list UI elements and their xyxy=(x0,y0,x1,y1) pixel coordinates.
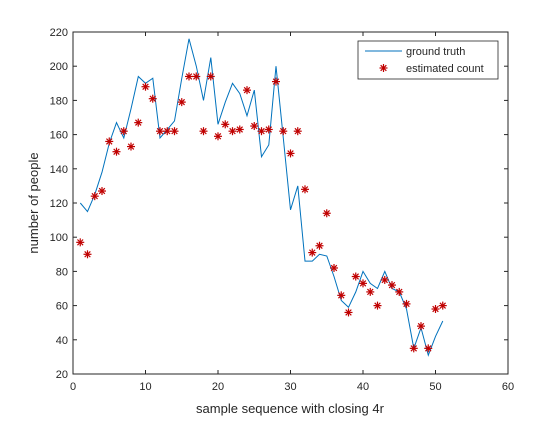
legend-entry-ground-truth: ground truth xyxy=(406,46,465,58)
data-point-estimated-count xyxy=(286,149,295,158)
x-axis-ticks: 0 10 20 30 40 50 60 xyxy=(70,32,514,393)
y-tick-label: 140 xyxy=(50,164,68,176)
data-point-estimated-count xyxy=(156,127,164,136)
x-tick-label: 10 xyxy=(139,381,151,393)
data-point-estimated-count xyxy=(250,122,259,131)
data-point-estimated-count xyxy=(301,185,309,194)
data-point-estimated-count xyxy=(424,344,433,353)
data-point-estimated-count xyxy=(366,287,375,296)
data-point-estimated-count xyxy=(380,275,389,284)
data-point-estimated-count xyxy=(148,94,157,103)
data-point-estimated-count xyxy=(177,98,186,107)
data-point-estimated-count xyxy=(243,86,251,95)
axes-background xyxy=(73,32,508,374)
data-point-estimated-count xyxy=(417,322,425,331)
data-point-estimated-count xyxy=(192,72,201,81)
y-axis-label: number of people xyxy=(26,152,41,253)
data-point-estimated-count xyxy=(351,272,360,281)
legend-box xyxy=(357,40,499,80)
data-point-estimated-count xyxy=(199,127,208,136)
data-point-estimated-count xyxy=(395,287,404,296)
data-point-estimated-count xyxy=(76,238,85,247)
x-tick-label: 60 xyxy=(502,381,514,393)
y-tick-label: 40 xyxy=(56,335,68,347)
data-point-estimated-count xyxy=(112,147,121,156)
data-point-estimated-count xyxy=(83,250,92,259)
data-point-estimated-count xyxy=(264,125,273,134)
data-point-estimated-count xyxy=(90,192,99,201)
series-layer xyxy=(76,38,447,357)
y-tick-label: 180 xyxy=(50,95,68,107)
data-point-estimated-count xyxy=(409,344,418,353)
y-tick-label: 220 xyxy=(50,27,68,39)
data-point-estimated-count xyxy=(257,127,266,136)
data-point-estimated-count xyxy=(206,72,215,81)
data-point-estimated-count xyxy=(272,77,280,86)
data-point-estimated-count xyxy=(438,301,447,310)
y-tick-label: 80 xyxy=(56,266,68,278)
y-axis-ticks: 20 40 60 80 100 120 140 160 180 200 220 xyxy=(50,27,508,381)
y-tick-label: 160 xyxy=(50,130,68,142)
data-point-estimated-count xyxy=(330,263,338,272)
data-point-estimated-count xyxy=(373,301,382,310)
data-point-estimated-count xyxy=(337,291,346,300)
legend-star-icon xyxy=(379,64,388,72)
y-tick-label: 200 xyxy=(50,61,68,73)
data-point-estimated-count xyxy=(119,127,128,136)
data-point-estimated-count xyxy=(293,127,302,136)
legend-entry-estimated-count: estimated count xyxy=(406,63,484,75)
data-point-estimated-count xyxy=(98,187,106,196)
data-point-estimated-count xyxy=(134,118,143,127)
data-point-estimated-count xyxy=(141,82,150,91)
data-point-estimated-count xyxy=(402,299,411,308)
x-tick-label: 30 xyxy=(284,381,296,393)
data-point-estimated-count xyxy=(308,248,317,257)
data-point-estimated-count xyxy=(170,127,179,136)
y-tick-label: 20 xyxy=(56,369,68,381)
data-point-estimated-count xyxy=(163,127,172,136)
data-point-estimated-count xyxy=(322,209,331,218)
data-point-estimated-count xyxy=(344,308,353,317)
y-tick-label: 60 xyxy=(56,301,68,313)
data-point-estimated-count xyxy=(228,127,237,136)
data-point-estimated-count xyxy=(431,305,440,314)
data-point-estimated-count xyxy=(127,142,135,151)
data-point-estimated-count xyxy=(214,132,222,141)
y-tick-label: 120 xyxy=(50,198,68,210)
data-point-estimated-count xyxy=(279,127,288,136)
data-point-estimated-count xyxy=(221,120,230,129)
x-tick-label: 40 xyxy=(357,381,369,393)
data-point-estimated-count xyxy=(185,72,193,81)
x-tick-label: 50 xyxy=(429,381,441,393)
legend: ground truth estimated count xyxy=(357,40,499,80)
x-axis-label: sample sequence with closing 4r xyxy=(196,401,385,416)
data-point-estimated-count xyxy=(105,137,114,146)
data-point-estimated-count xyxy=(359,279,367,288)
data-point-estimated-count xyxy=(315,241,324,250)
y-tick-label: 100 xyxy=(50,232,68,244)
data-point-estimated-count xyxy=(388,281,396,290)
x-tick-label: 20 xyxy=(212,381,224,393)
legend-marker-swatch xyxy=(379,64,388,72)
data-point-estimated-count xyxy=(235,125,244,134)
x-tick-label: 0 xyxy=(70,381,76,393)
